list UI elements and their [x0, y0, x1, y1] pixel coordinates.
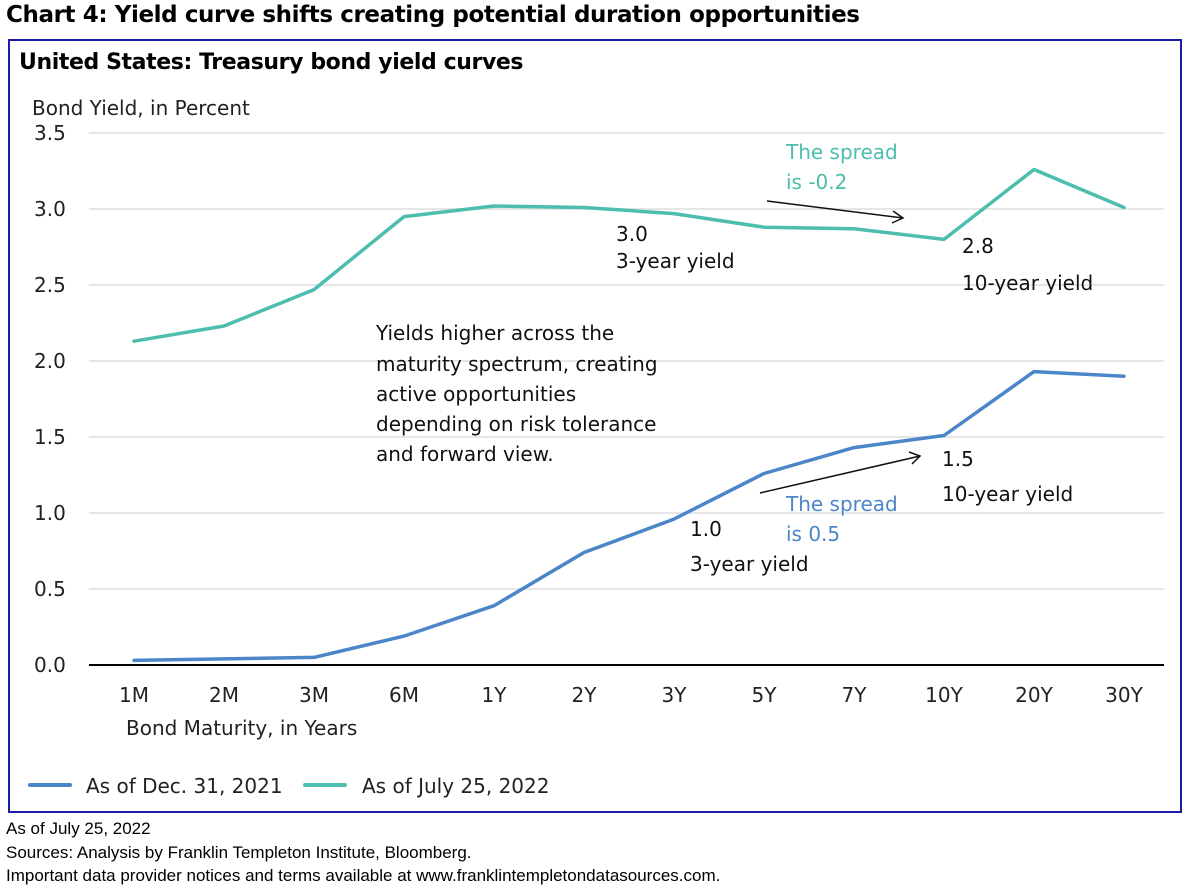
body-annotation-line: maturity spectrum, creating	[376, 352, 658, 376]
legend: As of Dec. 31, 2021 As of July 25, 2022	[28, 774, 549, 798]
footer-sources: Sources: Analysis by Franklin Templeton …	[6, 843, 472, 862]
body-annotation-line: depending on risk tolerance	[376, 412, 656, 436]
y-tick-label: 0.5	[34, 577, 66, 601]
dec-spread-line: The spread	[785, 492, 898, 516]
chart-heading: Chart 4: Yield curve shifts creating pot…	[6, 2, 860, 28]
y-axis-label: Bond Yield, in Percent	[32, 96, 250, 120]
y-tick-label: 1.0	[34, 501, 66, 525]
x-tick-label: 20Y	[1015, 683, 1053, 707]
jul-3y-label: 3-year yield	[616, 249, 735, 273]
y-axis-ticks: 0.0 0.5 1.0 1.5 2.0 2.5 3.0 3.5	[34, 121, 66, 677]
footer-date: As of July 25, 2022	[6, 819, 151, 838]
x-tick-label: 1M	[119, 683, 149, 707]
legend-label-jul-2022: As of July 25, 2022	[362, 774, 549, 798]
x-tick-label: 2M	[209, 683, 239, 707]
jul-spread-line: is -0.2	[786, 170, 847, 194]
series-line-jul-2022	[132, 167, 1126, 343]
jul-spread-line: The spread	[785, 140, 898, 164]
jul-10y-value: 2.8	[962, 234, 994, 258]
x-tick-label: 5Y	[752, 683, 778, 707]
body-annotation-line: and forward view.	[376, 442, 554, 466]
jul-spread-annotation: The spread is -0.2	[766, 140, 905, 224]
x-tick-label: 6M	[389, 683, 419, 707]
jul-spread-arrow	[766, 200, 904, 219]
dec-3y-label: 3-year yield	[690, 552, 809, 576]
y-tick-label: 1.5	[34, 425, 66, 449]
chart-frame	[8, 39, 1182, 813]
y-tick-label: 3.5	[34, 121, 66, 145]
y-tick-label: 3.0	[34, 197, 66, 221]
x-tick-label: 30Y	[1105, 683, 1143, 707]
x-axis-ticks: 1M 2M 3M 6M 1Y 2Y 3Y 5Y 7Y 10Y 20Y 30Y	[119, 683, 1144, 707]
jul-3y-value: 3.0	[616, 222, 648, 246]
dec-spread-arrow	[759, 455, 921, 494]
x-tick-label: 3Y	[662, 683, 688, 707]
dec-3y-value: 1.0	[690, 517, 722, 541]
dec-10y-label: 10-year yield	[942, 482, 1073, 506]
x-tick-label: 3M	[299, 683, 329, 707]
dec-spread-line: is 0.5	[786, 522, 840, 546]
y-tick-label: 0.0	[34, 653, 66, 677]
dec-spread-annotation: The spread is 0.5	[759, 451, 922, 546]
x-axis-label: Bond Maturity, in Years	[126, 716, 357, 740]
series-lines	[132, 167, 1126, 663]
body-annotation-line: active opportunities	[376, 382, 576, 406]
jul-spread-arrowhead-icon	[891, 210, 905, 224]
jul-10y-label: 10-year yield	[962, 271, 1093, 295]
y-tick-label: 2.0	[34, 349, 66, 373]
body-annotation: Yields higher across the maturity spectr…	[375, 321, 658, 466]
footer-notice: Important data provider notices and term…	[6, 866, 721, 885]
x-tick-label: 1Y	[482, 683, 508, 707]
dec-10y-value: 1.5	[942, 447, 974, 471]
chart-title: United States: Treasury bond yield curve…	[19, 50, 524, 75]
x-tick-label: 2Y	[572, 683, 598, 707]
x-tick-label: 7Y	[842, 683, 868, 707]
legend-label-dec-2021: As of Dec. 31, 2021	[86, 774, 283, 798]
x-tick-label: 10Y	[925, 683, 963, 707]
dec-spread-arrowhead-icon	[908, 451, 922, 465]
y-tick-label: 2.5	[34, 273, 66, 297]
series-line-dec-2021	[132, 369, 1126, 663]
body-annotation-line: Yields higher across the	[375, 321, 614, 345]
